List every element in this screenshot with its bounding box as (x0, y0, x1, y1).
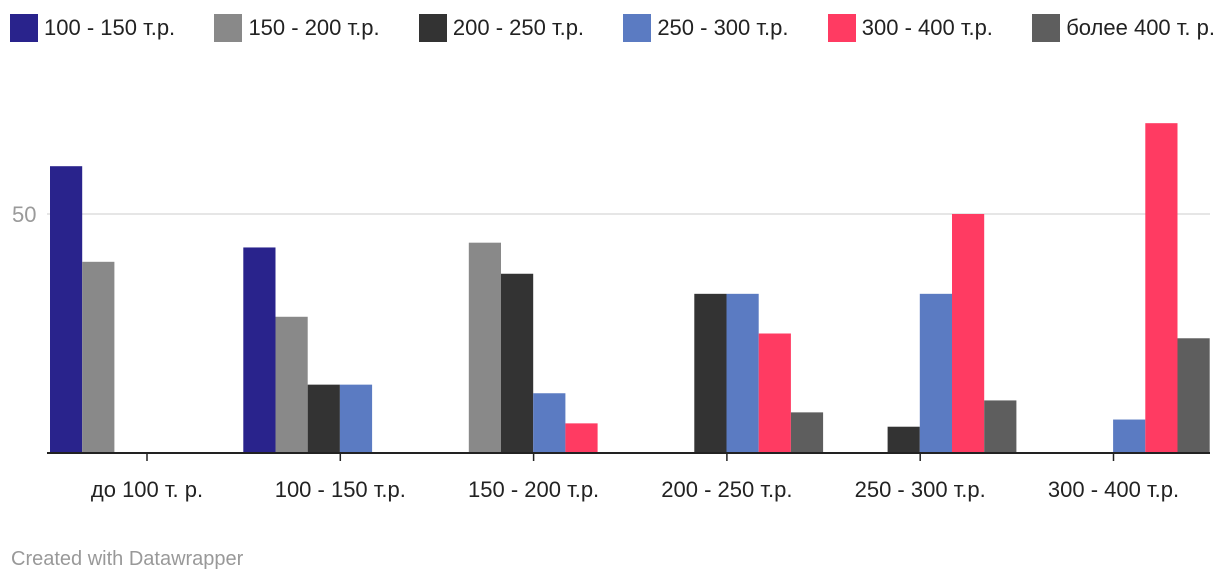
bar (694, 293, 727, 453)
legend: 100 - 150 т.р. 150 - 200 т.р. 200 - 250 т.… (10, 10, 1215, 46)
legend-item: 250 - 300 т.р. (623, 14, 789, 42)
x-tick-label: 250 - 300 т.р. (855, 477, 986, 502)
bar (339, 384, 373, 453)
bar (984, 400, 1017, 453)
x-tick-label: 200 - 250 т.р. (661, 477, 792, 502)
x-tick-label: 300 - 400 т.р. (1048, 477, 1179, 502)
bar (468, 242, 501, 453)
bar (501, 273, 534, 453)
x-tick-label: 100 - 150 т.р. (275, 477, 406, 502)
legend-item: 100 - 150 т.р. (10, 14, 175, 42)
legend-swatch (10, 14, 38, 42)
legend-item: более 400 т. р. (1032, 14, 1215, 42)
legend-swatch (623, 14, 652, 42)
bar (50, 166, 83, 453)
bar (275, 316, 308, 453)
bar (533, 393, 566, 453)
bar (307, 384, 340, 453)
bar (758, 333, 791, 453)
x-tick-label: до 100 т. р. (91, 477, 203, 502)
bar (565, 423, 598, 453)
bar (919, 293, 952, 453)
bar (1113, 419, 1146, 453)
bar (82, 261, 115, 453)
legend-label: 300 - 400 т.р. (861, 15, 993, 40)
bar (887, 426, 920, 453)
legend-swatch (418, 14, 447, 42)
bar (790, 412, 824, 453)
bar (243, 247, 276, 453)
legend-item: 200 - 250 т.р. (418, 14, 585, 42)
bar (1145, 123, 1178, 454)
legend-label: 200 - 250 т.р. (452, 15, 585, 40)
legend-item: 300 - 400 т.р. (827, 14, 993, 42)
legend-item: 150 - 200 т.р. (214, 14, 380, 42)
bar (952, 214, 985, 453)
legend-label: 250 - 300 т.р. (657, 15, 789, 40)
legend-label: 100 - 150 т.р. (44, 15, 176, 40)
y-tick-label: 50 (12, 202, 36, 227)
x-tick-label: 150 - 200 т.р. (468, 477, 599, 502)
legend-label: 150 - 200 т.р. (248, 15, 380, 40)
legend-label: более 400 т. р. (1066, 15, 1215, 40)
legend-swatch (214, 14, 243, 42)
bar (1177, 338, 1210, 453)
credit-text: Created with Datawrapper (11, 548, 244, 570)
legend-swatch (827, 14, 856, 42)
bar (726, 293, 759, 453)
legend-swatch (1032, 14, 1061, 42)
